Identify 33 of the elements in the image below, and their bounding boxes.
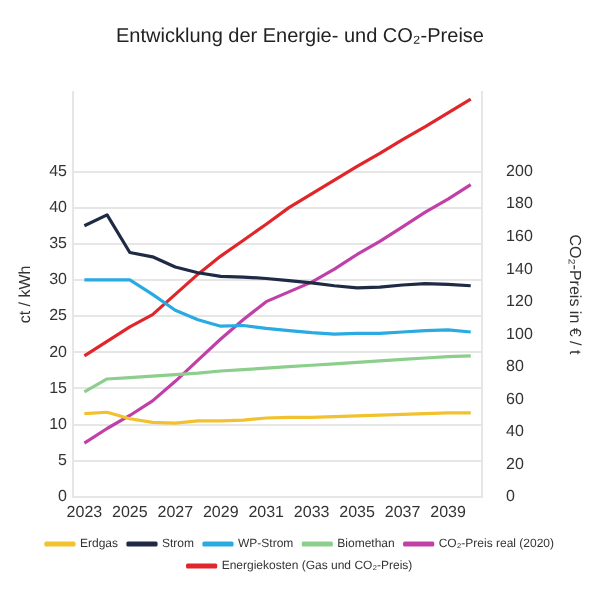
y2-tick-label: 200 <box>506 161 534 180</box>
y2-tick-label: 60 <box>506 389 525 408</box>
y2-tick-label: 40 <box>506 422 525 441</box>
y2-tick-label: 20 <box>506 454 525 473</box>
x-tick-label: 2039 <box>430 502 467 521</box>
y2-tick-label: 160 <box>506 226 534 245</box>
x-tick-label: 2025 <box>112 502 149 521</box>
x-tick-label: 2027 <box>157 502 195 521</box>
y-tick-label: 30 <box>49 270 69 289</box>
y-tick-label: 25 <box>49 306 69 325</box>
y2-tick-label: 120 <box>506 292 534 311</box>
y-tick-label: 0 <box>58 487 69 506</box>
y-axis-title: ct / kWh <box>16 265 35 324</box>
y-tick-label: 35 <box>49 234 69 253</box>
y-tick-label: 10 <box>49 414 69 433</box>
y2-tick-label: 100 <box>506 324 534 343</box>
y2-axis-title: CO₂-Preis in € / t <box>565 234 584 356</box>
x-tick-label: 2031 <box>248 502 286 521</box>
y2-tick-label: 80 <box>506 357 525 376</box>
y2-tick-label: 180 <box>506 194 534 213</box>
y-tick-label: 15 <box>49 378 69 397</box>
y-tick-label: 40 <box>49 198 69 217</box>
chart-title: Entwicklung der Energie- und CO₂-Preise <box>116 25 485 48</box>
x-tick-label: 2033 <box>293 502 331 521</box>
x-tick-label: 2037 <box>384 502 422 521</box>
x-tick-label: 2029 <box>202 502 240 521</box>
y-tick-label: 20 <box>49 342 69 361</box>
y-tick-label: 5 <box>58 451 69 470</box>
y2-tick-label: 140 <box>506 259 534 278</box>
x-tick-label: 2035 <box>339 502 376 521</box>
y2-tick-label: 0 <box>506 487 517 506</box>
x-tick-label: 2023 <box>66 502 104 521</box>
y-tick-label: 45 <box>49 161 69 180</box>
